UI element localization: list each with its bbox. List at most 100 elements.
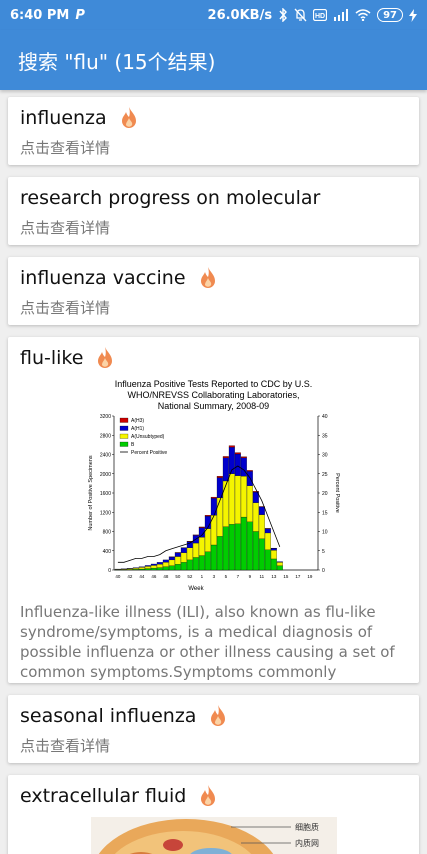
bar-a-h1- [174,552,181,557]
x-tick-label: 19 [307,574,313,579]
percent-positive-line [117,465,280,563]
image-label: 细胞质 [295,822,319,832]
results-list: influenza 点击查看详情 research progress on mo… [8,97,419,854]
bar-a-h3- [210,496,217,499]
bar-a-h3- [234,452,241,455]
legend-swatch [119,441,128,447]
bar-a-unsubtyped- [264,532,271,550]
flame-icon [98,347,113,368]
image-label: 内质网 [295,838,319,848]
bar-b [210,544,217,571]
result-title: influenza vaccine [20,267,186,289]
bar-a-unsubtyped- [234,475,241,524]
bar-a-unsubtyped- [180,552,187,563]
bar-a-h3- [198,526,205,528]
bar-a-unsubtyped- [174,556,181,565]
battery-icon: 97 [377,8,403,22]
bar-b [240,516,247,571]
y2-tick-label: 15 [322,510,328,516]
bar-a-h1- [150,563,157,566]
bar-a-unsubtyped- [156,564,163,568]
bar-a-unsubtyped- [240,476,247,518]
result-card-flu-like[interactable]: flu-like Influenza Positive Tests Report… [8,337,419,683]
bar-a-h1- [258,506,265,515]
bar-a-unsubtyped- [132,567,139,570]
bar-a-h1- [264,528,271,534]
legend-swatch [119,417,128,423]
status-time: 6:40 PM [10,7,70,23]
bar-b [216,536,223,571]
legend-label: A(H1) [131,426,144,432]
bar-a-h1- [210,498,217,516]
flame-icon [211,705,226,726]
bar-b [156,567,163,571]
bar-a-unsubtyped- [198,537,205,556]
bar-a-h1- [168,556,175,561]
bar-a-h1- [222,457,229,482]
bar-b [174,564,181,571]
y-tick-label: 1200 [99,510,110,516]
x-tick-label: 7 [236,574,239,579]
bar-b [192,557,199,571]
result-title: seasonal influenza [20,705,197,727]
legend-swatch [119,433,128,439]
legend-label: A(H3) [131,418,144,424]
bar-a-h1- [276,561,283,563]
flame-icon [201,785,216,806]
y-tick-label: 800 [102,530,111,536]
result-card-seasonal-influenza[interactable]: seasonal influenza 点击查看详情 [8,695,419,763]
bluetooth-icon [278,8,288,22]
y-tick-label: 3200 [99,414,110,420]
bar-b [162,566,169,571]
bar-b [222,526,229,571]
status-bar: 6:40 PM P 26.0KB/s HD 97 [0,0,427,30]
cell-diagram-svg: 细胞质 内质网 [90,817,337,854]
bar-b [246,521,253,571]
x-tick-label: 13 [271,574,277,579]
x-tick-label: 17 [295,574,301,579]
bar-a-h3- [246,470,253,472]
bar-a-h1- [162,559,169,563]
x-tick-label: 11 [259,574,264,579]
result-subtitle: 点击查看详情 [20,219,111,237]
bar-a-unsubtyped- [252,502,259,532]
x-tick-label: 1 [200,574,203,579]
result-card-influenza[interactable]: influenza 点击查看详情 [8,97,419,165]
bar-b [234,523,241,571]
y2-tick-label: 0 [322,568,325,574]
x-tick-label: 52 [187,574,193,579]
bar-b [228,524,235,571]
result-card-extracellular-fluid[interactable]: extracellular fluid 细胞质 内质网 [8,775,419,854]
bar-a-unsubtyped- [222,480,229,527]
chart-title: Influenza Positive Tests Reported to CDC… [114,379,313,411]
p-app-icon: P [75,7,85,23]
bar-b [186,559,193,571]
bar-b [252,531,259,571]
charging-icon [409,8,417,22]
bar-a-unsubtyped- [204,528,211,552]
bar-a-unsubtyped- [270,550,277,560]
cell-diagram-image: 细胞质 内质网 [90,817,337,854]
result-card-influenza-vaccine[interactable]: influenza vaccine 点击查看详情 [8,257,419,325]
bar-a-h3- [222,456,229,458]
mute-bell-icon [294,8,307,22]
x-tick-label: 44 [139,574,145,579]
y-tick-label: 0 [108,568,111,574]
x-tick-label: 40 [115,574,121,579]
y-tick-label: 1600 [99,491,110,497]
bar-a-h3- [228,445,235,448]
bar-b [150,567,157,571]
app-bar: 搜索 "flu" (15个结果) [0,30,427,90]
y-tick-label: 400 [102,549,111,555]
svg-text:HD: HD [315,13,325,20]
result-description: Influenza-like illness (ILI), also known… [20,603,395,681]
result-card-research-progress[interactable]: research progress on molecular 点击查看详情 [8,177,419,245]
bar-a-h1- [180,547,187,553]
y2-tick-label: 40 [322,414,328,420]
bar-a-h1- [240,457,247,477]
wifi-icon [355,9,371,21]
legend-swatch [119,425,128,431]
bar-a-h1- [234,453,241,476]
y-tick-label: 2400 [99,453,110,459]
flame-icon [200,267,215,288]
